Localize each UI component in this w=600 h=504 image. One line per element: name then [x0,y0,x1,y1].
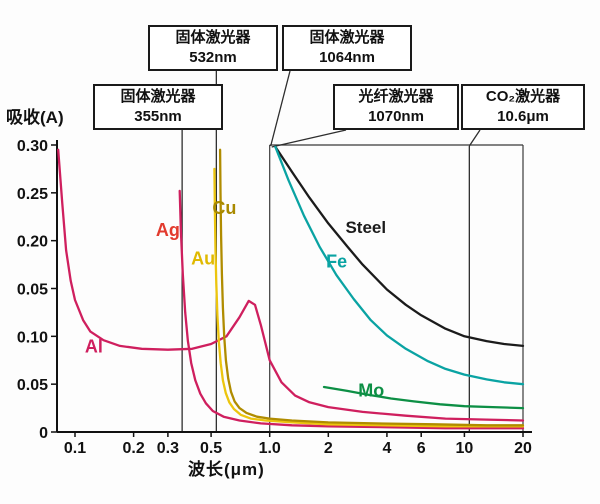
callout-co2-laser-10um: CO₂激光器 10.6μm [461,84,585,130]
callout-title: 固体激光器 [120,88,196,105]
series-label-Fe: Fe [326,251,347,271]
series-label-Al: Al [85,337,103,357]
callout-wavelength: 355nm [134,107,182,125]
series-line-Au [213,167,525,428]
series-label-Au: Au [191,249,215,269]
callout-title: 固体激光器 [175,29,251,46]
callout-wavelength: 1064nm [319,48,375,66]
series-label-Ag: Ag [156,220,180,240]
series-line-Steel [274,145,525,348]
x-tick-label: 0.1 [64,440,86,457]
series-line-Al [57,148,525,422]
y-tick-label: 0 [39,425,48,442]
series-line-Mo [322,385,525,410]
x-axis-label: 波长(μm) [188,460,265,479]
y-tick-label: 0.25 [17,186,48,203]
callout-solid-laser-1064nm: 固体激光器 1064nm [282,25,412,71]
callout-title: CO₂激光器 [485,88,561,105]
callout-leader-4 [468,129,481,147]
y-tick-label: 0.20 [17,234,48,251]
x-tick-label: 1.0 [259,440,281,457]
callout-wavelength: 532nm [189,48,237,66]
series-line-Cu [218,148,525,427]
y-tick-label: 0.05 [17,377,48,394]
x-tick-label: 10 [456,440,474,457]
y-tick-label: 0.05 [17,282,48,299]
x-tick-label: 20 [514,440,532,457]
callout-fiber-laser-1070nm: 光纤激光器 1070nm [333,84,459,130]
callout-title: 固体激光器 [309,29,385,46]
series-label-Cu: Cu [212,198,236,218]
series-line-Fe [274,145,525,386]
y-tick-label: 0.30 [17,138,48,155]
x-tick-label: 6 [417,440,426,457]
callout-solid-laser-532nm: 固体激光器 532nm [148,25,278,71]
callout-title: 光纤激光器 [358,88,434,105]
x-tick-label: 4 [382,440,391,457]
callout-wavelength: 1070nm [368,107,424,125]
x-tick-label: 0.3 [157,440,179,457]
callout-leader-2 [270,70,291,147]
callout-leader-3 [271,129,347,148]
y-axis-label: 吸收(A) [6,108,64,127]
x-tick-label: 2 [324,440,333,457]
callout-solid-laser-355nm: 固体激光器 355nm [93,84,223,130]
x-tick-label: 0.5 [200,440,222,457]
series-label-Steel: Steel [345,218,386,237]
callout-wavelength: 10.6μm [497,107,549,125]
y-tick-label: 0.10 [17,329,48,346]
x-tick-label: 0.2 [122,440,144,457]
series-line-Ag [178,189,525,430]
series-label-Mo: Mo [358,381,384,401]
